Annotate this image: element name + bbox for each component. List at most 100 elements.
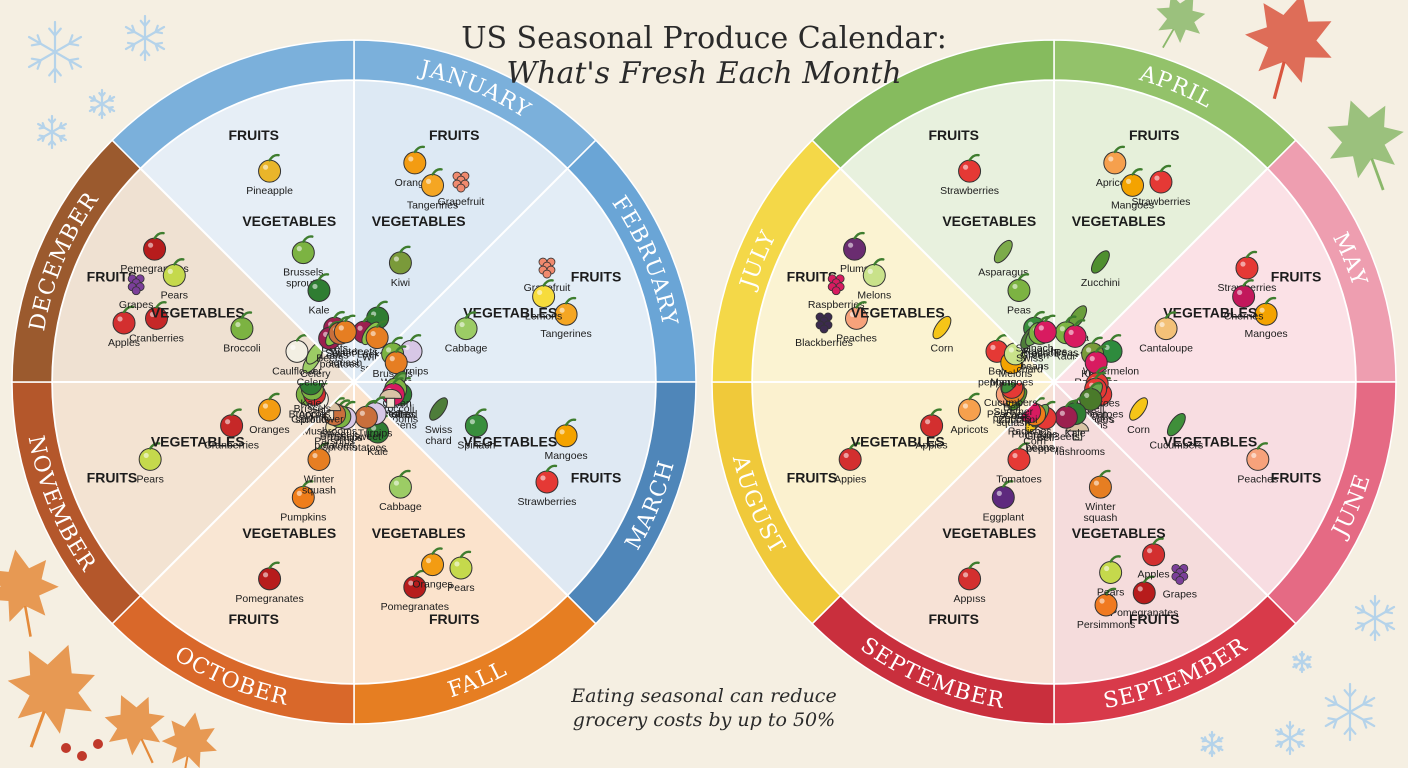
produce-item: Mangoes bbox=[544, 418, 588, 462]
item-label: Beets bbox=[1053, 431, 1080, 443]
vegetables-heading: VEGETABLES bbox=[463, 304, 557, 320]
vegetables-list: BrusselssproutsKaleBeetsBeetsLeeksSweetp… bbox=[283, 235, 362, 370]
vegetables-heading: VEGETABLES bbox=[372, 525, 466, 541]
radishes-icon bbox=[1063, 319, 1087, 348]
item-label: Oranges bbox=[249, 424, 289, 436]
melons-icon bbox=[862, 258, 886, 287]
tagline-line-2: grocery costs by up to 50% bbox=[572, 709, 836, 731]
fruits-heading: FRUITS bbox=[928, 127, 979, 143]
sweet-potatoes-icon bbox=[354, 399, 378, 429]
corn-icon bbox=[932, 315, 952, 340]
oranges-icon bbox=[421, 547, 445, 577]
cucumbers-icon bbox=[1166, 413, 1186, 437]
berry-icon bbox=[61, 743, 71, 753]
produce-item: Cabbage bbox=[445, 311, 488, 355]
item-label: Caulıflower bbox=[291, 413, 344, 425]
pears-icon bbox=[449, 550, 473, 580]
title-subtitle: What's Fresh Each Month bbox=[506, 56, 902, 91]
month-segment-june: JUNEFRUITSPeachesVEGETABLESCucumbersCorn… bbox=[1051, 366, 1397, 625]
produce-item: Grapes bbox=[1163, 564, 1197, 600]
fruits-heading: FRUITS bbox=[787, 269, 838, 285]
winter-squash-icon bbox=[384, 345, 408, 375]
item-label: Leeks bbox=[321, 350, 349, 362]
maple-leaf-icon bbox=[1245, 0, 1332, 100]
maple-leaf-icon bbox=[0, 549, 59, 637]
raspberries-icon bbox=[827, 274, 845, 296]
produce-item: Corn bbox=[931, 315, 953, 355]
item-label: Strawberries bbox=[517, 496, 576, 508]
month-segment-september: SEPTEMBERFRUITSGrapesPomegranatesPersimm… bbox=[1050, 379, 1297, 725]
produce-item: Cranberries bbox=[129, 301, 184, 344]
item-label: Mangoes bbox=[544, 450, 587, 462]
strawberries-icon bbox=[1235, 250, 1259, 280]
apples-icon bbox=[1142, 537, 1166, 567]
vegetables-heading: VEGETABLES bbox=[1163, 434, 1257, 450]
snowflake-icon bbox=[1354, 594, 1396, 642]
item-label: Radishes bbox=[1023, 346, 1067, 358]
produce-item: Peaches bbox=[1237, 442, 1278, 485]
pineapple-icon bbox=[258, 153, 282, 183]
mangoes-icon bbox=[1254, 296, 1278, 326]
item-label: Mangoes bbox=[1244, 328, 1287, 340]
maple-leaf-icon bbox=[104, 695, 165, 764]
calendar-wheel-2: APRILFRUITSApricotsStrawberriesMangoesVE… bbox=[711, 39, 1397, 725]
lemons-icon bbox=[532, 279, 556, 308]
month-segment-march: MARCHFRUITSMangoesStrawberriesVEGETABLES… bbox=[351, 371, 697, 625]
fruits-list: GrapefruitTangerinesLemons bbox=[524, 257, 592, 340]
item-label: Summer squash bbox=[994, 406, 1034, 429]
fruits-list: StrawberriesMangoesCherries bbox=[1217, 250, 1288, 340]
item-label: Peaches bbox=[987, 408, 1028, 420]
snowflake-icon bbox=[1275, 720, 1305, 756]
item-label: Turnips bbox=[328, 432, 363, 444]
fruits-heading: FRUITS bbox=[1271, 469, 1322, 485]
cranberries-icon bbox=[145, 301, 169, 330]
produce-item: Persimmons bbox=[1077, 587, 1135, 631]
item-label: Strawberries bbox=[940, 185, 999, 197]
savings-tagline: Eating seasonal can reduce grocery costs… bbox=[520, 684, 888, 732]
pomegranates-icon bbox=[1132, 575, 1156, 605]
month-segment-february: FEBRUARYFRUITSGrapefruitTangerinesLemons… bbox=[351, 139, 697, 400]
month-segment-september: SEPTEMBERFRUITSAppıssVEGETABLESEggplantT… bbox=[811, 379, 1064, 725]
produce-item: Cucumbers bbox=[1150, 413, 1203, 452]
month-segment-fall: FALLFRUITSPearsPomegranatesOrangesVEGETA… bbox=[346, 379, 597, 725]
produce-item: Melons bbox=[857, 258, 891, 301]
apples-icon bbox=[112, 305, 136, 335]
produce-item: Tangerines bbox=[540, 296, 592, 340]
item-label: Apples bbox=[298, 408, 330, 420]
item-label: Tangerines bbox=[407, 199, 458, 211]
snowflake-icon bbox=[124, 14, 166, 62]
item-label: Cucumbers bbox=[984, 397, 1038, 409]
produce-item: Strawberries bbox=[1131, 164, 1190, 208]
item-label: Beets bbox=[351, 346, 378, 358]
produce-item: Asparagus bbox=[978, 239, 1028, 279]
item-label: Swiss chard bbox=[1016, 352, 1043, 375]
produce-item: Pears bbox=[161, 258, 188, 301]
pemegranates-icon bbox=[143, 231, 167, 261]
fruits-heading: FRUITS bbox=[429, 127, 480, 143]
produce-item: Spinach bbox=[457, 408, 496, 452]
winter-squash-icon bbox=[1088, 469, 1112, 499]
spinach-icon bbox=[464, 408, 488, 438]
item-label: Pomegranates bbox=[235, 593, 303, 605]
pomegranates-icon bbox=[403, 569, 427, 599]
fruits-heading: FRUITS bbox=[228, 611, 279, 627]
produce-item: Kale bbox=[307, 273, 331, 316]
apples-icon bbox=[920, 408, 944, 438]
brussels-sprouts-icon bbox=[291, 235, 315, 265]
vegetables-heading: VEGETABLES bbox=[1072, 213, 1166, 229]
cranberries-icon bbox=[220, 408, 244, 438]
produce-item: Radishes bbox=[1023, 314, 1067, 358]
grapefruit-icon bbox=[538, 257, 556, 279]
tangerines-icon bbox=[554, 296, 578, 326]
produce-item: Sweet potatoes bbox=[346, 399, 387, 454]
vegetables-heading: VEGETABLES bbox=[851, 434, 945, 450]
produce-item: Appıss bbox=[954, 561, 986, 605]
produce-item: Appies bbox=[834, 442, 866, 485]
item-label: Spinach bbox=[457, 440, 495, 452]
